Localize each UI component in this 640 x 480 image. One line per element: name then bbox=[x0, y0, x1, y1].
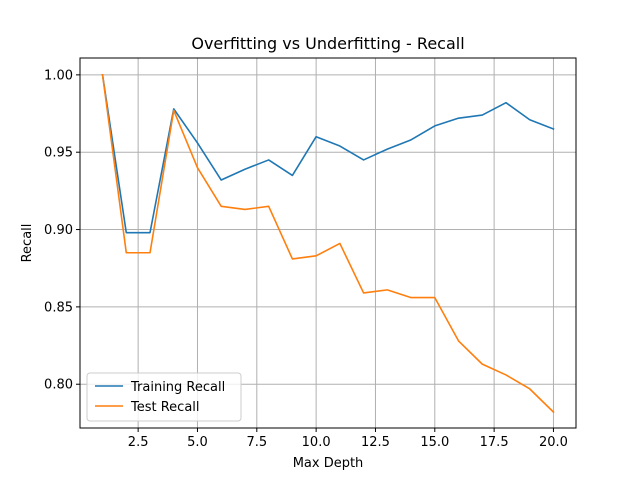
y-tick-label: 0.90 bbox=[44, 223, 73, 238]
x-tick-label: 10.0 bbox=[302, 435, 331, 450]
legend-label-test-recall: Test Recall bbox=[130, 400, 200, 415]
series-line-training-recall bbox=[101, 73, 555, 234]
y-tick-label: 0.85 bbox=[44, 300, 73, 315]
y-axis-ticks: 0.80 0.85 0.90 0.95 1.00 bbox=[44, 68, 80, 393]
x-tick-label: 2.5 bbox=[128, 435, 149, 450]
legend-frame bbox=[86, 372, 242, 422]
x-axis-label: Max Depth bbox=[293, 456, 364, 471]
y-tick-label: 0.80 bbox=[44, 378, 73, 393]
y-tick-label: 1.00 bbox=[44, 68, 73, 83]
series-lines bbox=[101, 73, 555, 414]
y-axis-label: Recall bbox=[20, 224, 35, 263]
y-tick-label: 0.95 bbox=[44, 146, 73, 161]
series-line-test-recall bbox=[101, 73, 555, 414]
legend: Training Recall Test Recall bbox=[86, 372, 242, 422]
x-tick-label: 12.5 bbox=[361, 435, 390, 450]
x-tick-label: 17.5 bbox=[480, 435, 509, 450]
plot-area-frame bbox=[79, 57, 577, 429]
x-tick-label: 15.0 bbox=[420, 435, 449, 450]
x-tick-label: 20.0 bbox=[539, 435, 568, 450]
grid bbox=[80, 58, 576, 428]
x-axis-ticks: 2.5 5.0 7.5 10.0 12.5 15.0 17.5 20.0 bbox=[128, 428, 568, 450]
legend-label-training-recall: Training Recall bbox=[130, 380, 225, 395]
x-tick-label: 5.0 bbox=[187, 435, 208, 450]
chart-title: Overfitting vs Underfitting - Recall bbox=[191, 34, 464, 53]
x-tick-label: 7.5 bbox=[246, 435, 267, 450]
